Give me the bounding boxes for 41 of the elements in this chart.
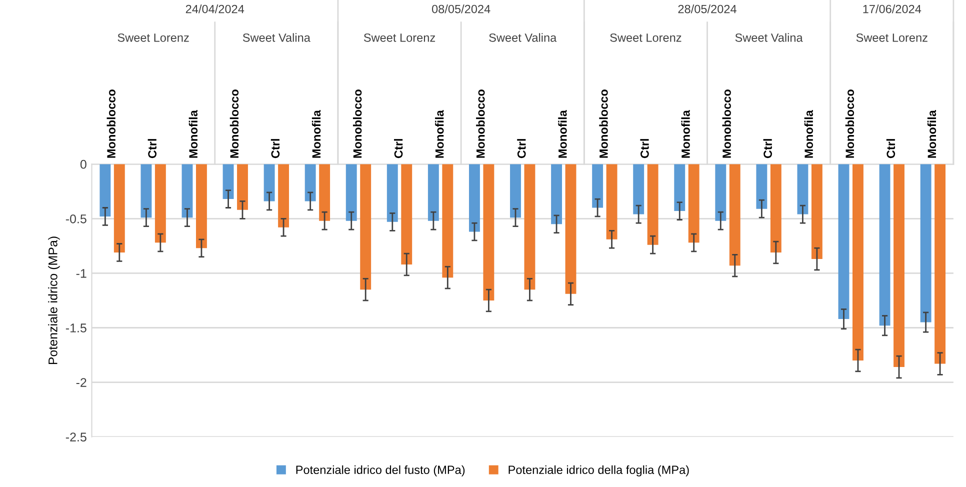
text: 24/04/2024	[186, 4, 244, 14]
x-tick-label: Ctrl	[886, 139, 896, 158]
y-tick-label: -2	[76, 378, 86, 387]
x-tick-label: Monoblocco	[722, 90, 731, 158]
text: Sweet Lorenz	[364, 33, 436, 42]
y-tick-label: -1	[76, 269, 86, 278]
y-axis-title: Potenziale idrico (MPa)	[48, 236, 60, 364]
text: 28/05/2024	[678, 4, 736, 14]
x-tick-label: Monofila	[681, 110, 690, 158]
y-tick-label: -0.5	[66, 214, 86, 224]
text: Sweet Valina	[489, 33, 557, 42]
y-tick-label: 0	[80, 160, 86, 169]
x-tick-label: Monofila	[188, 110, 198, 158]
x-tick-label: Ctrl	[270, 139, 280, 158]
text: Sweet Valina	[242, 33, 310, 42]
x-tick-label: Monofila	[312, 110, 321, 158]
x-tick-label: Monoblocco	[845, 90, 854, 158]
x-tick-label: Monoblocco	[599, 90, 608, 158]
x-tick-label: Monofila	[927, 110, 936, 158]
text: Sweet Lorenz	[856, 33, 928, 42]
text: Sweet Valina	[735, 33, 803, 42]
x-tick-label: Ctrl	[394, 139, 403, 158]
text: Sweet Lorenz	[118, 33, 189, 42]
x-tick-label: Ctrl	[640, 139, 649, 158]
x-tick-label: Ctrl	[763, 139, 772, 158]
x-tick-label: Monoblocco	[476, 90, 485, 158]
x-tick-label: Monoblocco	[230, 90, 239, 158]
y-tick-label: -2.5	[66, 432, 86, 442]
text: Sweet Lorenz	[610, 33, 682, 42]
text: 08/05/2024	[432, 4, 490, 14]
x-tick-label: Ctrl	[517, 139, 526, 158]
x-tick-label: Monofila	[558, 110, 567, 158]
x-tick-label: Monofila	[435, 110, 444, 158]
text: 17/06/2024	[863, 4, 922, 14]
y-tick-label: -1.5	[66, 324, 86, 332]
x-tick-label: Monoblocco	[106, 90, 116, 158]
x-tick-label: Monoblocco	[352, 90, 362, 158]
legend-label: Potenziale idrico della foglia (MPa)	[508, 465, 689, 476]
x-tick-label: Monofila	[804, 110, 813, 158]
x-tick-label: Ctrl	[148, 139, 156, 158]
legend-label: Potenziale idrico del fusto (MPa)	[296, 465, 465, 476]
